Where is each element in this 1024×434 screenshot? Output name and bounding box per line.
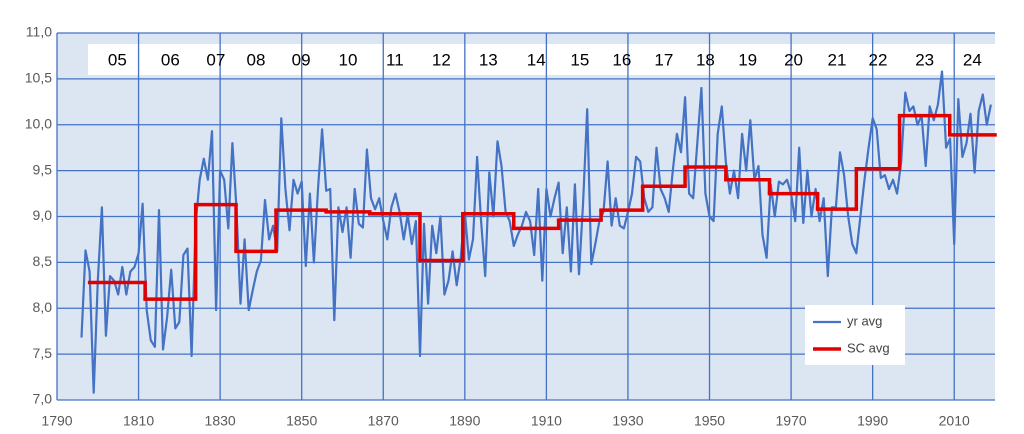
legend-label: SC avg xyxy=(847,340,890,355)
cycle-label: 21 xyxy=(828,50,847,69)
cycle-label: 05 xyxy=(108,50,127,69)
cycle-label: 22 xyxy=(868,50,887,69)
x-tick-label: 1970 xyxy=(776,413,807,429)
y-tick-label: 8,0 xyxy=(33,299,53,315)
cycle-label: 24 xyxy=(963,50,982,69)
cycle-label: 10 xyxy=(339,50,358,69)
x-tick-label: 1830 xyxy=(205,413,236,429)
y-tick-label: 9,0 xyxy=(33,207,53,223)
legend-label: yr avg xyxy=(847,313,882,328)
x-tick-label: 1870 xyxy=(368,413,399,429)
y-tick-label: 10,0 xyxy=(25,115,52,131)
cycle-label: 09 xyxy=(292,50,311,69)
legend-box xyxy=(805,305,905,365)
cycle-label: 06 xyxy=(161,50,180,69)
x-tick-label: 1930 xyxy=(612,413,643,429)
cycle-label: 15 xyxy=(570,50,589,69)
cycle-label: 20 xyxy=(784,50,803,69)
y-tick-label: 10,5 xyxy=(25,70,52,86)
cycle-label-band xyxy=(88,44,995,75)
cycle-label: 07 xyxy=(206,50,225,69)
x-tick-label: 1990 xyxy=(857,413,888,429)
cycle-label: 14 xyxy=(527,50,546,69)
cycle-label: 23 xyxy=(915,50,934,69)
x-tick-label: 1910 xyxy=(531,413,562,429)
cycle-label: 16 xyxy=(612,50,631,69)
cycle-label: 12 xyxy=(432,50,451,69)
y-tick-label: 11,0 xyxy=(26,24,52,40)
x-tick-label: 1790 xyxy=(41,413,72,429)
cycle-label: 13 xyxy=(479,50,498,69)
y-tick-label: 7,0 xyxy=(33,391,53,407)
line xyxy=(80,70,992,394)
x-tick-label: 1850 xyxy=(286,413,317,429)
x-tick-label: 1950 xyxy=(694,413,725,429)
cycle-label: 11 xyxy=(386,50,404,69)
cycle-label: 17 xyxy=(654,50,673,69)
x-tick-label: 2010 xyxy=(939,413,970,429)
x-tick-label: 1810 xyxy=(123,413,154,429)
cycle-label: 08 xyxy=(247,50,266,69)
y-tick-label: 9,5 xyxy=(33,161,53,177)
cycle-label: 19 xyxy=(738,50,757,69)
cycle-label: 18 xyxy=(696,50,715,69)
x-tick-label: 1890 xyxy=(449,413,480,429)
y-tick-label: 8,5 xyxy=(33,253,53,269)
y-tick-label: 7,5 xyxy=(33,345,53,361)
